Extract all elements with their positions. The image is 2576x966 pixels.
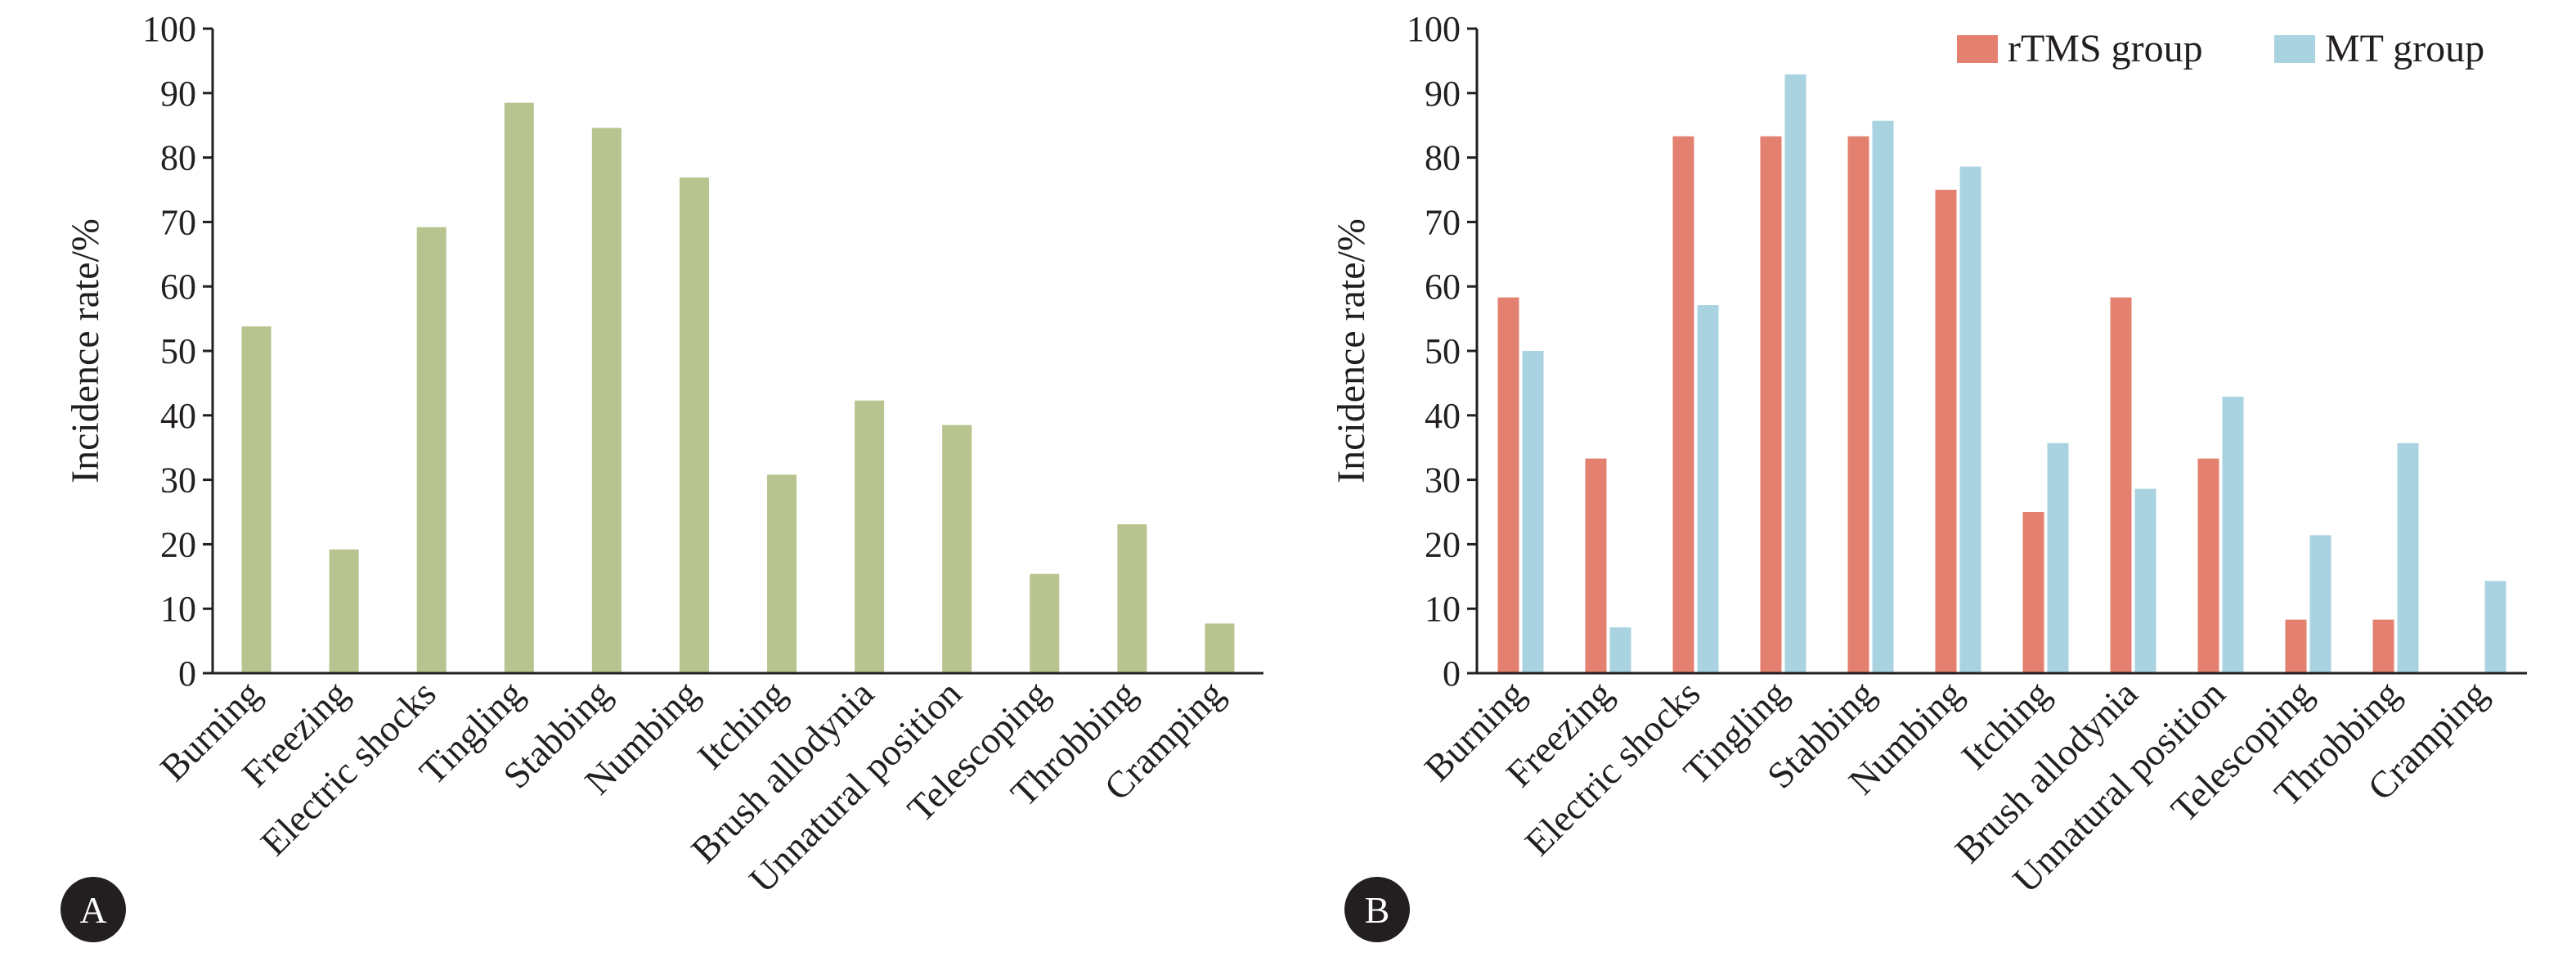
panel-b-badge: B xyxy=(1344,877,1410,942)
bar-rtms-9 xyxy=(2285,619,2307,673)
y-tick-label: 30 xyxy=(1425,461,1461,501)
y-tick-label: 10 xyxy=(160,589,196,629)
y-tick-label: 50 xyxy=(1425,331,1461,371)
bar-rtms-5 xyxy=(1935,190,1957,673)
y-tick-label: 10 xyxy=(1425,589,1461,629)
legend-label-rtms: rTMS group xyxy=(2008,27,2203,70)
bar-mt-6 xyxy=(2047,443,2069,673)
y-tick-label: 30 xyxy=(160,461,196,501)
y-tick-label: 60 xyxy=(160,267,196,307)
bar-rtms-3 xyxy=(1760,136,1782,673)
panel-a-badge: A xyxy=(61,877,126,942)
bar-incidence-3 xyxy=(504,102,534,674)
panel-b-badge-label: B xyxy=(1365,889,1390,931)
y-tick-label: 80 xyxy=(160,138,196,178)
y-tick-label: 70 xyxy=(160,202,196,242)
bar-incidence-0 xyxy=(241,326,272,673)
bar-rtms-7 xyxy=(2110,297,2132,673)
bar-incidence-11 xyxy=(1205,623,1235,673)
bar-rtms-4 xyxy=(1847,136,1869,673)
y-tick-label: 20 xyxy=(1425,524,1461,564)
bar-mt-7 xyxy=(2134,488,2156,673)
legend-label-mt: MT group xyxy=(2325,27,2484,70)
y-axis-title: Incidence rate/% xyxy=(64,218,107,483)
bar-mt-11 xyxy=(2484,581,2506,673)
bar-incidence-10 xyxy=(1117,523,1147,673)
bar-incidence-1 xyxy=(329,549,359,673)
y-tick-label: 40 xyxy=(160,396,196,436)
bar-mt-3 xyxy=(1784,74,1806,673)
bar-mt-2 xyxy=(1697,305,1719,673)
y-tick-label: 0 xyxy=(1443,654,1461,694)
y-tick-label: 60 xyxy=(1425,267,1461,307)
bar-mt-9 xyxy=(2309,535,2331,673)
y-tick-label: 70 xyxy=(1425,202,1461,242)
panel-b-badge-circle xyxy=(1344,877,1410,942)
bar-rtms-8 xyxy=(2197,458,2219,673)
legend-swatch-rtms xyxy=(1957,35,1998,63)
y-tick-label: 90 xyxy=(160,74,196,114)
bar-incidence-4 xyxy=(591,128,622,674)
bar-mt-1 xyxy=(1609,627,1631,673)
y-tick-label: 80 xyxy=(1425,138,1461,178)
y-tick-label: 50 xyxy=(160,331,196,371)
bar-rtms-6 xyxy=(2022,512,2044,673)
y-tick-label: 0 xyxy=(178,654,196,694)
bar-mt-4 xyxy=(1872,120,1894,673)
y-tick-label: 40 xyxy=(1425,396,1461,436)
bar-incidence-9 xyxy=(1030,573,1060,673)
y-tick-label: 20 xyxy=(160,524,196,564)
bar-incidence-7 xyxy=(855,400,885,673)
panel-a-badge-label: A xyxy=(79,889,106,931)
y-tick-label: 100 xyxy=(142,9,196,49)
panel-a-badge-circle xyxy=(61,877,126,942)
bar-incidence-2 xyxy=(416,227,447,674)
bar-mt-8 xyxy=(2222,396,2244,673)
panel-b-chart: 0102030405060708090100BurningFreezingEle… xyxy=(1330,9,2527,901)
bar-mt-0 xyxy=(1522,351,1544,673)
bar-mt-5 xyxy=(1959,166,1981,673)
bar-rtms-0 xyxy=(1497,297,1519,673)
bar-rtms-2 xyxy=(1672,136,1694,673)
y-tick-label: 90 xyxy=(1425,74,1461,114)
bar-rtms-10 xyxy=(2372,619,2394,673)
legend-swatch-mt xyxy=(2274,35,2315,63)
y-tick-label: 100 xyxy=(1407,9,1461,49)
y-axis-title: Incidence rate/% xyxy=(1330,218,1373,483)
bar-incidence-8 xyxy=(942,425,972,673)
bar-incidence-6 xyxy=(767,474,797,673)
bar-mt-10 xyxy=(2397,443,2419,673)
bar-incidence-5 xyxy=(679,177,709,673)
bar-rtms-1 xyxy=(1585,458,1607,673)
panel-a-chart: 0102030405060708090100BurningFreezingEle… xyxy=(64,9,1263,901)
